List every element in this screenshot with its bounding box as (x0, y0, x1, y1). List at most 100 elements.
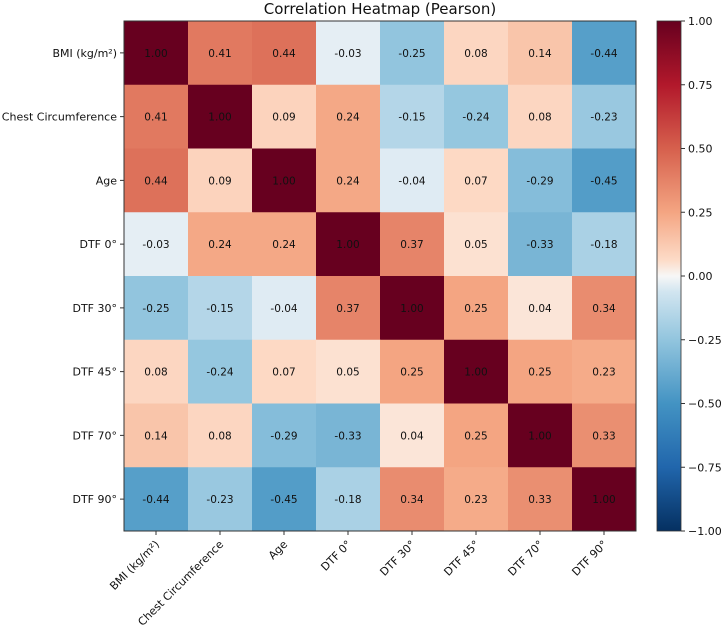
cell-value-label: -0.23 (206, 494, 233, 506)
heatmap-cell (572, 148, 637, 213)
cell-value-label: 1.00 (208, 112, 231, 124)
cell-value-label: -0.18 (590, 239, 617, 251)
cell-value-label: -0.24 (462, 112, 489, 124)
cell-value-label: 0.08 (464, 48, 487, 60)
heatmap-cell (188, 339, 253, 404)
heatmap-cell (444, 467, 509, 532)
heatmap-cell (572, 21, 637, 86)
cell-value-label: 0.34 (400, 494, 424, 506)
cell-value-label: 0.25 (464, 430, 487, 442)
heatmap-cell (444, 148, 509, 213)
y-tick-label: BMI (kg/m²) (52, 47, 117, 60)
cell-value-label: 0.08 (528, 112, 551, 124)
y-tick-label: Chest Circumference (2, 111, 117, 124)
heatmap-cell (508, 21, 573, 86)
cell-value-label: -0.03 (142, 239, 169, 251)
cell-value-label: 0.24 (208, 239, 232, 251)
heatmap-cell (188, 148, 253, 213)
heatmap-cell (316, 339, 381, 404)
cell-value-label: 0.25 (528, 367, 551, 379)
cell-value-label: 0.04 (528, 303, 552, 315)
cell-value-label: 0.04 (400, 430, 424, 442)
heatmap-cell (252, 276, 317, 341)
heatmap-cell (572, 84, 637, 149)
cell-value-label: 1.00 (592, 494, 615, 506)
cell-value-label: 0.09 (272, 112, 295, 124)
heatmap-cell (316, 212, 381, 277)
heatmap-cell (316, 403, 381, 468)
cell-value-label: 0.25 (400, 367, 423, 379)
cell-value-label: -0.29 (270, 430, 297, 442)
heatmap-cell (508, 276, 573, 341)
cell-value-label: -0.18 (334, 494, 361, 506)
y-tick-label: DTF 90° (72, 493, 117, 506)
cell-value-label: 0.37 (400, 239, 423, 251)
heatmap-cell (252, 84, 317, 149)
heatmap-cell (188, 403, 253, 468)
heatmap-cell (572, 276, 637, 341)
cell-value-label: 0.14 (528, 48, 552, 60)
x-tick-label: Age (266, 538, 290, 562)
cell-value-label: -0.25 (142, 303, 169, 315)
heatmap-cell (188, 84, 253, 149)
colorbar-tick-label: −0.25 (688, 334, 722, 347)
heatmap-cell (444, 212, 509, 277)
x-tick-label: DTF 90° (569, 538, 610, 579)
cell-value-label: 0.23 (592, 367, 615, 379)
cell-value-label: -0.25 (398, 48, 425, 60)
heatmap-cell (252, 148, 317, 213)
heatmap-cell (508, 467, 573, 532)
heatmap-cell (316, 148, 381, 213)
x-tick-label: BMI (kg/m²) (107, 538, 162, 593)
heatmap-cell (572, 467, 637, 532)
colorbar-tick-label: −0.75 (688, 461, 722, 474)
heatmap-cell (380, 212, 445, 277)
cell-value-label: -0.44 (142, 494, 169, 506)
cell-value-label: -0.24 (206, 367, 233, 379)
heatmap-cell (124, 403, 189, 468)
heatmap-cell (380, 84, 445, 149)
colorbar (656, 20, 682, 532)
heatmap-frame (123, 20, 637, 532)
heatmap-cell (444, 403, 509, 468)
heatmap-cell (380, 339, 445, 404)
cell-value-label: -0.45 (270, 494, 297, 506)
heatmap-cell (124, 212, 189, 277)
heatmap-cell (444, 276, 509, 341)
cell-value-label: 0.08 (144, 367, 167, 379)
cell-value-label: 0.07 (272, 367, 295, 379)
cell-value-label: -0.15 (206, 303, 233, 315)
cell-value-label: 0.23 (464, 494, 487, 506)
colorbar-tick-label: 0.25 (688, 206, 713, 219)
cell-value-label: 0.24 (336, 175, 360, 187)
cell-value-label: 0.33 (528, 494, 551, 506)
cell-value-label: -0.44 (590, 48, 617, 60)
cell-value-label: -0.45 (590, 175, 617, 187)
heatmap-cell (188, 21, 253, 86)
cell-value-label: 1.00 (528, 430, 551, 442)
cell-value-label: 0.34 (592, 303, 616, 315)
cell-value-label: 1.00 (144, 48, 167, 60)
heatmap-cell (124, 467, 189, 532)
y-tick-label: DTF 45° (72, 366, 117, 379)
cell-value-label: 0.33 (592, 430, 615, 442)
colorbar-tick-label: 0.75 (688, 79, 713, 92)
cell-value-label: 0.14 (144, 430, 168, 442)
cell-value-label: 0.44 (144, 175, 168, 187)
cell-value-label: 0.41 (208, 48, 231, 60)
heatmap-cell (252, 212, 317, 277)
heatmap-cell (508, 339, 573, 404)
cell-value-label: 0.05 (336, 367, 359, 379)
x-tick-label: DTF 70° (505, 538, 546, 579)
heatmap-cell (316, 84, 381, 149)
heatmap-cell (508, 403, 573, 468)
heatmap-cell (124, 21, 189, 86)
cell-value-label: -0.29 (526, 175, 553, 187)
heatmap-cell (444, 21, 509, 86)
cell-value-label: -0.23 (590, 112, 617, 124)
heatmap-cell (124, 276, 189, 341)
heatmap-cell (252, 21, 317, 86)
heatmap-cell (252, 467, 317, 532)
cell-value-label: 1.00 (400, 303, 423, 315)
